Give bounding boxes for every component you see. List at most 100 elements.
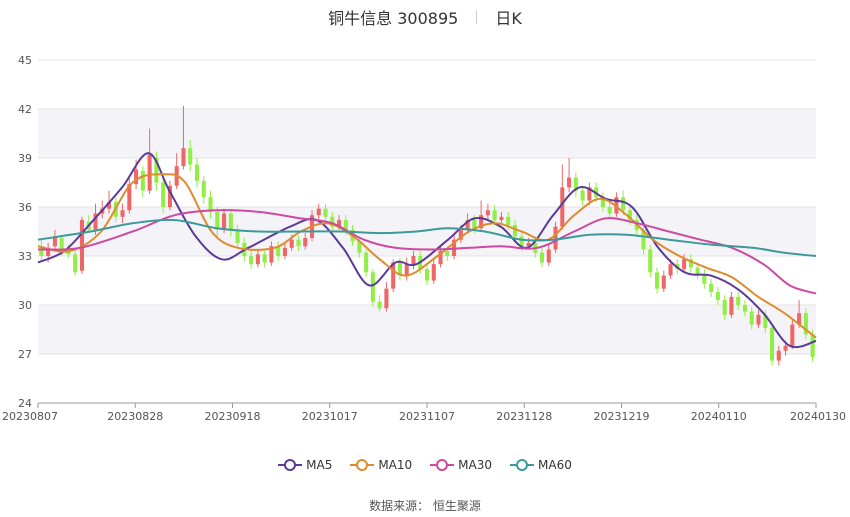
data-source: 数据来源： 恒生聚源	[369, 499, 481, 513]
candle-body	[722, 300, 727, 315]
candle-body	[93, 213, 98, 230]
candle-body	[52, 236, 57, 247]
candle-body	[648, 249, 653, 273]
y-tick-label: 33	[18, 250, 32, 263]
candle-body	[337, 220, 342, 227]
ma-lines	[37, 152, 817, 349]
candle-body	[654, 272, 660, 289]
legend: MA5 MA10 MA30 MA60	[0, 458, 850, 472]
legend-item-ma30[interactable]: MA30	[430, 458, 492, 472]
candle-body	[803, 313, 808, 335]
plot-band-mid	[38, 207, 816, 256]
candle-body	[506, 216, 511, 225]
candle-body	[282, 247, 287, 256]
candle-body	[499, 216, 504, 221]
candle-body	[553, 226, 558, 250]
candle-body	[397, 262, 402, 276]
candle-body	[255, 254, 260, 265]
y-tick-label: 24	[18, 397, 32, 410]
candle-body	[222, 213, 227, 230]
candle-body	[492, 210, 497, 221]
y-tick-label: 42	[18, 103, 32, 116]
legend-item-ma10[interactable]: MA10	[350, 458, 412, 472]
x-axis: 20230807 20230828 20230918 20231017 20231107…	[2, 402, 846, 423]
candle-body	[607, 207, 612, 214]
candle-body	[742, 305, 747, 312]
candle-body	[330, 216, 335, 227]
series-line-ma5	[37, 152, 817, 349]
series-line-ma30	[37, 209, 817, 295]
period-label[interactable]: 日K	[495, 9, 522, 28]
candle-body	[560, 187, 565, 227]
candle-body	[188, 148, 193, 165]
candle-body	[147, 154, 152, 191]
candle-body	[621, 197, 626, 211]
legend-marker-icon	[278, 458, 303, 472]
candle-body	[641, 229, 646, 250]
legend-item-ma60[interactable]: MA60	[510, 458, 572, 472]
candle-body	[688, 259, 693, 268]
candle-body	[391, 262, 396, 289]
chart-title: 铜牛信息 300895 日K	[0, 6, 850, 28]
candle-body	[73, 254, 78, 273]
x-tick-label: 20240130	[790, 410, 846, 423]
candle-body	[127, 184, 132, 211]
candle-body	[140, 171, 145, 191]
candle-body	[228, 213, 233, 230]
candle-body	[357, 241, 362, 253]
candle-body	[587, 187, 592, 201]
legend-label: MA60	[538, 458, 572, 472]
legend-dot	[284, 459, 297, 471]
legend-marker-icon	[510, 458, 535, 472]
candle-body	[810, 334, 815, 358]
candle-body	[269, 246, 274, 263]
legend-marker-icon	[350, 458, 375, 472]
candle-body	[66, 251, 71, 255]
candle-body	[682, 259, 687, 270]
x-tick-label: 20231107	[399, 410, 455, 423]
y-tick-label: 30	[18, 299, 32, 312]
candle-body	[763, 314, 768, 328]
candle-body	[194, 164, 200, 181]
legend-label: MA10	[378, 458, 413, 472]
candle-body	[485, 210, 490, 216]
candle-body	[235, 229, 240, 243]
legend-item-ma5[interactable]: MA5	[278, 458, 332, 472]
stock-title: 铜牛信息 300895	[328, 9, 459, 28]
candle-body	[458, 229, 463, 240]
candle-body	[465, 220, 470, 230]
candle-body	[702, 273, 707, 284]
candle-body	[729, 296, 734, 315]
candle-body	[276, 246, 281, 256]
candle-body	[695, 267, 700, 274]
candle-body	[404, 264, 409, 276]
candle-body	[167, 185, 172, 207]
candle-body	[797, 313, 802, 325]
candle-body	[303, 238, 308, 247]
candle-body	[736, 296, 741, 305]
candle-body	[668, 264, 673, 276]
candle-body	[472, 220, 477, 229]
candle-body	[546, 249, 551, 263]
candle-body	[756, 314, 761, 325]
legend-dot	[516, 459, 529, 471]
candle-body	[316, 208, 321, 216]
candle-body	[431, 264, 436, 281]
candle-body	[749, 311, 754, 325]
candle-body	[567, 177, 572, 188]
candle-body	[715, 291, 720, 301]
candlestick-chart: 24 27 30 33 36 39 42 45 20230807 20230828 2023091…	[2, 54, 846, 423]
candle-body	[661, 275, 666, 289]
candle-body	[343, 220, 348, 230]
candle-body	[289, 239, 294, 248]
candle-body	[161, 182, 166, 207]
candle-body	[438, 251, 443, 265]
candle-body	[39, 246, 44, 256]
candle-body	[262, 254, 267, 263]
candle-body	[384, 288, 389, 309]
y-axis: 24 27 30 33 36 39 42 45	[18, 54, 32, 410]
plot-band-lower	[38, 305, 816, 354]
legend-label: MA5	[306, 458, 333, 472]
candle-body	[208, 197, 213, 212]
plot-band-upper	[38, 109, 816, 158]
